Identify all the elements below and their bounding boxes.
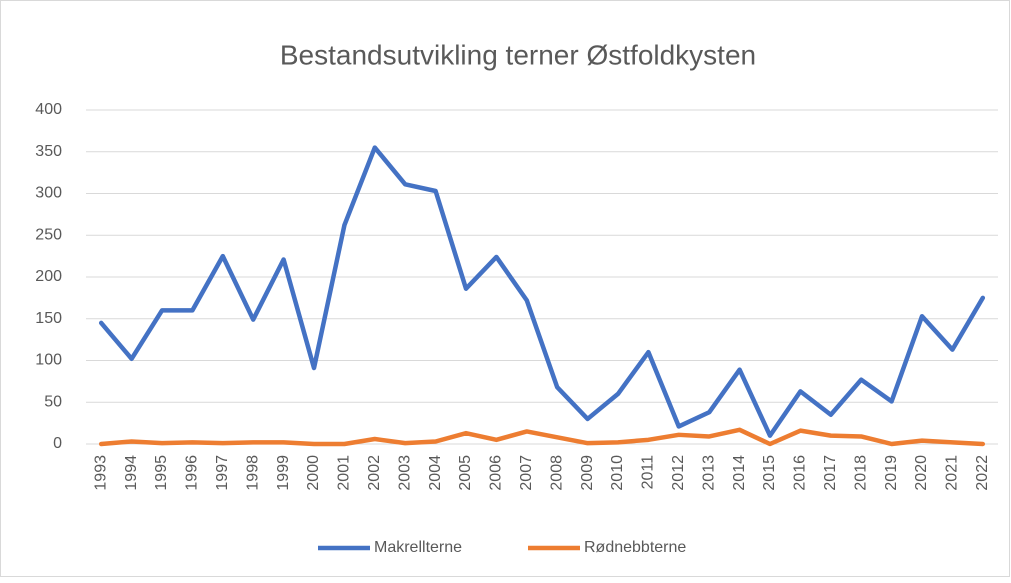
y-tick-label: 150 [35,310,62,327]
x-tick-label: 1997 [214,455,231,491]
series-line [98,145,986,438]
x-tick-label: 2017 [822,455,839,491]
x-tick-label: 2019 [883,455,900,491]
x-tick-label: 2008 [548,455,565,491]
y-tick-label: 250 [35,226,62,243]
x-tick-label: 2013 [700,455,717,491]
x-tick-label: 2020 [913,455,930,491]
x-tick-label: 2009 [579,455,596,491]
x-tick-label: 2007 [518,455,535,491]
x-tick-label: 2021 [944,455,961,491]
x-tick-label: 2001 [336,455,353,491]
x-tick-label: 2015 [761,455,778,491]
x-tick-label: 2002 [366,455,383,491]
x-tick-label: 1993 [92,455,109,491]
x-tick-label: 2006 [488,455,505,491]
y-tick-label: 300 [35,185,62,202]
x-tick-label: 2014 [731,455,748,491]
x-tick-label: 1994 [123,455,140,491]
x-tick-label: 1996 [184,455,201,491]
y-tick-label: 400 [35,101,62,118]
x-tick-label: 2004 [427,455,444,491]
x-tick-label: 2010 [609,455,626,491]
x-tick-label: 2003 [396,455,413,491]
x-tick-label: 1999 [275,455,292,491]
y-tick-label: 200 [35,268,62,285]
x-tick-label: 1998 [244,455,261,491]
x-tick-label: 2011 [640,455,657,490]
x-tick-label: 2016 [792,455,809,491]
x-tick-label: 2022 [974,455,991,491]
x-tick-label: 2005 [457,455,474,491]
x-tick-label: 2012 [670,455,687,491]
chart-title: Bestandsutvikling terner Østfoldkysten [280,39,756,70]
legend-label: Makrellterne [374,539,462,556]
x-tick-label: 2018 [852,455,869,491]
series-line [98,427,986,447]
y-tick-label: 0 [53,435,62,452]
y-tick-label: 100 [35,352,62,369]
legend-label: Rødnebbterne [584,539,686,556]
y-tick-label: 350 [35,143,62,160]
x-tick-label: 1995 [153,455,170,491]
y-tick-label: 50 [44,393,62,410]
x-tick-label: 2000 [305,455,322,491]
